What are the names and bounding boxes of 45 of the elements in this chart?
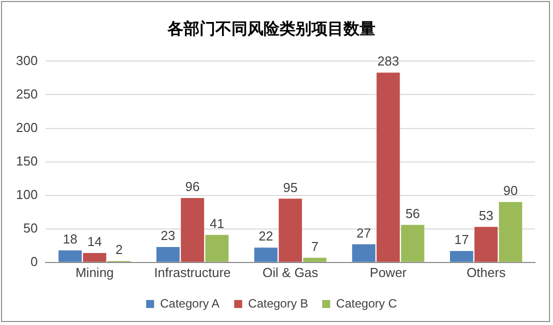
x-tick-label: Oil & Gas [262,264,319,280]
bar [205,234,229,262]
y-tick-label: 150 [16,153,38,168]
data-label: 56 [405,206,420,221]
data-label: 53 [478,208,494,223]
data-label: 18 [62,231,78,246]
x-tick-label: Mining [75,264,114,280]
bar [376,72,400,262]
legend-label: Category C [336,296,398,310]
legend-label: Category B [248,296,308,310]
bar [156,246,180,262]
data-label: 27 [356,225,371,240]
bar [450,251,474,262]
data-label: 90 [503,183,518,198]
x-tick-label: Power [370,264,408,280]
y-tick-label: 300 [16,52,38,68]
y-tick-label: 100 [16,186,38,202]
bar [352,244,376,262]
bar [58,250,82,262]
y-tick-label: 250 [16,86,38,102]
x-tick-label: Infrastructure [154,264,231,280]
bar [83,253,106,262]
bar [498,202,522,262]
y-tick-label: 200 [16,120,38,135]
bar [474,226,498,262]
data-label: 14 [87,234,102,250]
data-label: 96 [185,179,200,194]
bar [401,224,424,262]
legend-label: Category A [160,296,220,310]
x-tick-label: Others [466,264,506,280]
y-tick-label: 0 [30,254,38,269]
bar [180,198,204,262]
bar [278,198,302,262]
y-tick-label: 50 [23,220,38,236]
data-label: 283 [377,54,400,69]
bar [254,248,278,262]
data-label: 41 [210,216,224,231]
data-label: 17 [454,232,469,248]
data-label: 2 [115,242,123,258]
data-label: 95 [283,180,298,195]
data-label: 23 [160,228,176,244]
data-label: 22 [258,228,274,244]
chart-title: 各部门不同风险类别项目数量 [166,18,376,38]
data-label: 7 [311,238,318,254]
bar [303,258,326,262]
